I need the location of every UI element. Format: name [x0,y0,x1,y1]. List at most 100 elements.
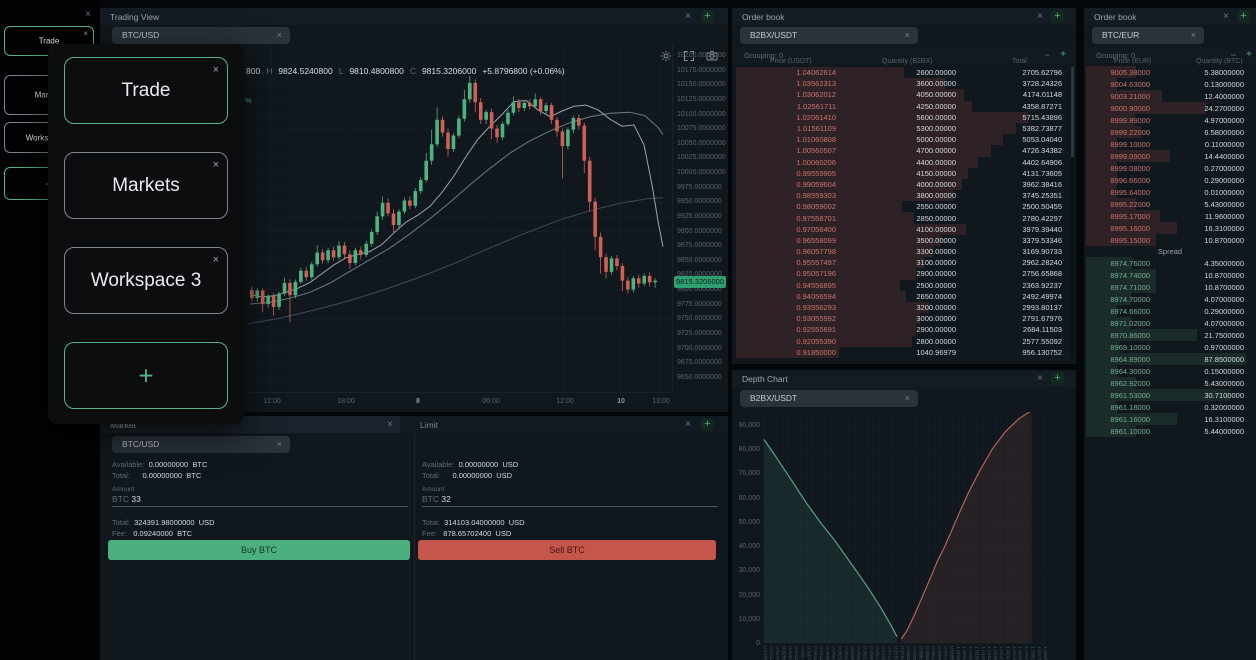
order-book-row[interactable]: 1.01060808 5000.00000 5053.04040 [736,134,1068,146]
order-book-row[interactable]: 8974.71000 10.8700000 [1086,281,1254,293]
symbol-tag[interactable]: B2BX/USDT × [740,390,918,407]
order-book-row[interactable]: 8964.89000 87.8500000 [1086,353,1254,365]
sidebar-close-icon[interactable]: × [85,9,91,20]
grouping-decrease-icon[interactable]: − [1230,50,1236,60]
order-book-row[interactable]: 9000.90000 24.2700000 [1086,102,1254,114]
order-book-row[interactable]: 0.97058400 4100.00000 3979.39440 [736,223,1068,235]
order-book-row[interactable]: 0.92055390 2800.00000 2577.55092 [736,335,1068,347]
order-book-row[interactable]: 0.97558701 2850.00000 2780.42297 [736,212,1068,224]
close-panel-icon[interactable]: × [685,419,691,430]
order-book-row[interactable]: 9005.38000 5.38000000 [1086,66,1254,78]
order-book-row[interactable]: 0.94556895 2500.00000 2363.92237 [736,279,1068,291]
close-icon[interactable]: × [83,29,88,38]
order-book-row[interactable]: 0.99559905 4150.00000 4131.73605 [736,167,1068,179]
order-book-row[interactable]: 8995.15000 10.8700000 [1086,234,1254,246]
close-panel-icon[interactable]: × [1037,11,1043,22]
order-book-row[interactable]: 8995.16000 16.3100000 [1086,222,1254,234]
symbol-tag[interactable]: BTC/EUR × [1092,27,1204,44]
order-book-row[interactable]: 1.00060206 4400.00000 4402.64906 [736,156,1068,168]
order-book-row[interactable]: 9004.63000 0.13000000 [1086,78,1254,90]
order-book-row[interactable]: 0.96057798 3300.00000 3169.90733 [736,246,1068,258]
order-book-row[interactable]: 0.95057196 2900.00000 2756.65868 [736,268,1068,280]
order-book-row[interactable]: 8961.18000 0.32000000 [1086,401,1254,413]
modal-card-markets[interactable]: × Markets [64,152,228,219]
add-panel-icon[interactable]: + [1237,10,1250,23]
order-book-row[interactable]: 0.96558099 3500.00000 3379.53346 [736,234,1068,246]
scrollbar[interactable] [1071,67,1074,359]
order-book-row[interactable]: 8962.92000 5.43000000 [1086,377,1254,389]
order-book-row[interactable]: 8999.09000 14.4400000 [1086,150,1254,162]
close-tab-icon[interactable]: × [387,419,393,430]
order-book-row[interactable]: 0.91850000 1040.96979 956.130752 [736,346,1068,358]
modal-card-workspace3[interactable]: × Workspace 3 [64,247,228,314]
modal-card-trade[interactable]: × Trade [64,57,228,124]
price-axis[interactable]: 10200.0000000 10175.0000000 10150.0000000 1… [672,44,728,392]
order-book-row[interactable]: 8974.76000 4.35000000 [1086,257,1254,269]
order-book-row[interactable]: 8995.22000 5.43000000 [1086,198,1254,210]
remove-symbol-icon[interactable]: × [904,30,910,40]
order-book-row[interactable]: 8971.02000 4.07000000 [1086,317,1254,329]
order-book-row[interactable]: 0.92555691 2900.00000 2684.11503 [736,324,1068,336]
buy-button[interactable]: Buy BTC [108,540,410,560]
symbol-tag[interactable]: BTC/USD × [112,27,290,44]
close-icon[interactable]: × [212,254,219,266]
add-panel-icon[interactable]: + [701,418,714,431]
order-book-row[interactable]: 8995.64000 0.01000000 [1086,186,1254,198]
order-book-row[interactable]: 1.03062012 4050.00000 4174.01148 [736,89,1068,101]
order-book-row[interactable]: 1.01561109 5300.00000 5382.73877 [736,122,1068,135]
close-panel-icon[interactable]: × [685,11,691,22]
order-book-row[interactable]: 0.94056594 2650.00000 2492.49974 [736,290,1068,302]
order-book-row[interactable]: 0.98059002 2550.00000 2500.50455 [736,201,1068,213]
order-book-row[interactable]: 8999.10000 0.11000000 [1086,138,1254,150]
amount-input[interactable]: BTC 32 [422,494,718,507]
order-book-row[interactable]: 8999.08000 0.27000000 [1086,162,1254,174]
close-icon[interactable]: × [212,64,219,76]
order-book-row[interactable]: 1.02061410 5600.00000 5715.43896 [736,111,1068,123]
order-book-row[interactable]: 8999.22000 6.58000000 [1086,126,1254,138]
add-panel-icon[interactable]: + [1051,10,1064,23]
order-book-row[interactable]: 0.93556293 3200.00000 2993.80137 [736,301,1068,314]
order-book-row[interactable]: 8964.30000 0.15000000 [1086,365,1254,377]
order-book-row[interactable]: 1.02561711 4250.00000 4358.87271 [736,100,1068,112]
order-book-row[interactable]: 8970.86000 21.7500000 [1086,329,1254,341]
close-icon[interactable]: × [212,159,219,171]
order-book-row[interactable]: 0.93055992 3000.00000 2791.67976 [736,313,1068,325]
order-book-row[interactable]: 8961.16000 16.3100000 [1086,413,1254,425]
candlestick-chart[interactable] [100,44,728,392]
order-book-row[interactable]: 8974.70000 4.07000000 [1086,293,1254,305]
modal-card-add-workspace[interactable]: + [64,342,228,409]
grouping-increase-icon[interactable]: + [1246,49,1252,60]
close-panel-icon[interactable]: × [1223,11,1229,22]
grouping-increase-icon[interactable]: + [1060,49,1066,60]
order-book-row[interactable]: 8995.17000 11.9600000 [1086,210,1254,222]
amount-input[interactable]: BTC 33 [112,494,408,507]
close-panel-icon[interactable]: × [1037,373,1043,384]
order-book-row[interactable]: 8969.10000 0.97000000 [1086,341,1254,353]
scrollbar-thumb[interactable] [1071,67,1074,157]
remove-symbol-icon[interactable]: × [276,439,282,449]
remove-symbol-icon[interactable]: × [904,393,910,403]
time-axis[interactable]: 12:00 18:00 8 06:00 12:00 10 13:00 [100,392,672,412]
gear-icon[interactable] [660,50,672,62]
order-book-row[interactable]: 1.03562313 3600.00000 3728.24326 [736,78,1068,90]
grouping-decrease-icon[interactable]: − [1044,50,1050,60]
order-book-row[interactable]: 8961.10000 5.44000000 [1086,425,1254,437]
fullscreen-icon[interactable] [683,50,695,62]
order-book-row[interactable]: 8996.66000 0.29000000 [1086,174,1254,186]
depth-chart[interactable]: 90,000 80,000 70,000 60,000 50,000 40,000 30,0… [732,412,1076,660]
symbol-tag[interactable]: BTC/USD × [112,436,290,453]
order-book-row[interactable]: 8974.74000 10.8700000 [1086,269,1254,281]
order-book-row[interactable]: 0.99059604 4000.00000 3962.38416 [736,178,1068,191]
order-book-row[interactable]: 8974.66000 0.29000000 [1086,305,1254,317]
remove-symbol-icon[interactable]: × [1190,30,1196,40]
order-book-row[interactable]: 0.95557497 3100.00000 2962.28240 [736,257,1068,269]
add-panel-icon[interactable]: + [701,10,714,23]
add-panel-icon[interactable]: + [1051,372,1064,385]
order-book-row[interactable]: 9003.21000 12.4000000 [1086,90,1254,102]
order-book-row[interactable]: 0.98559303 3800.00000 3745.25351 [736,190,1068,202]
symbol-tag[interactable]: B2BX/USDT × [740,27,918,44]
tab-limit[interactable]: Limit [400,416,530,433]
camera-icon[interactable] [706,50,718,62]
remove-symbol-icon[interactable]: × [276,30,282,40]
order-book-row[interactable]: 1.00560507 4700.00000 4726.34382 [736,145,1068,157]
